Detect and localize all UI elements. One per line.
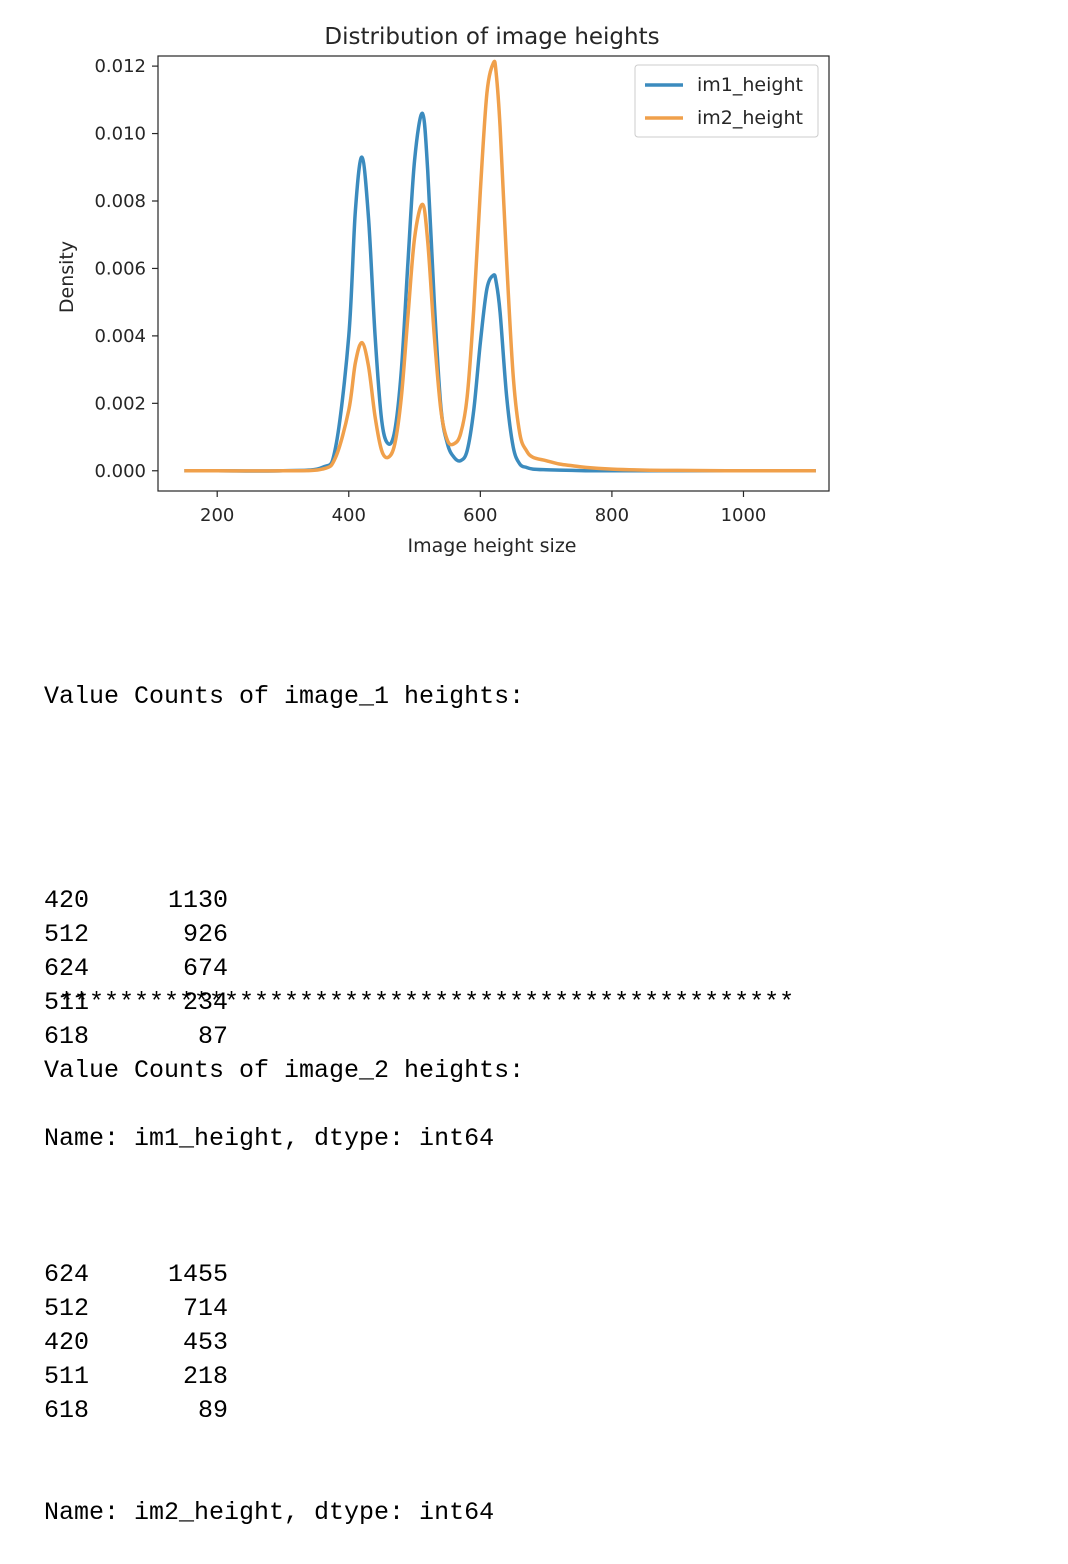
y-tick-label: 0.006 [94,258,146,279]
height-value: 624 [44,1260,90,1289]
chart-legend: im1_height im2_height [634,64,819,138]
height-value: 624 [44,954,90,983]
height-value: 512 [44,920,90,949]
im1-output: Value Counts of image_1 heights: 420 1130… [44,612,524,1190]
height-count: 218 [182,1362,228,1391]
im1-count-row: 618 87 [44,1020,524,1054]
plot-frame [157,55,830,492]
separator-line: ****************************************… [44,988,795,1017]
height-value: 420 [44,1328,90,1357]
x-tick-label: 1000 [721,505,767,526]
separator-output: ****************************************… [44,918,794,1054]
y-axis-label: Density [56,241,78,313]
series-lines [184,59,816,473]
height-value: 512 [44,1294,90,1323]
blank-line [44,1156,524,1190]
height-count: 674 [182,954,228,983]
chart-title: Distribution of image heights [324,24,659,50]
height-count: 1455 [167,1260,228,1289]
height-count: 87 [197,1022,228,1051]
x-axis-label: Image height size [408,535,577,557]
im2-header: Value Counts of image_2 heights: [44,1056,525,1085]
height-value: 420 [44,886,90,915]
height-count: 453 [182,1328,228,1357]
im2-output: Value Counts of image_2 heights: 624 1455… [44,986,524,1564]
x-tick-label: 600 [463,505,497,526]
im2-count-row: 512 714 [44,1292,524,1326]
height-value: 618 [44,1396,90,1425]
im2-count-row: 624 1455 [44,1258,524,1292]
x-tick-label: 800 [595,505,629,526]
im1-footer: Name: im1_height, dtype: int64 [44,1124,495,1153]
im1-count-row: 624 674 [44,952,524,986]
legend-label: im2_height [697,107,803,129]
im2-footer: Name: im2_height, dtype: int64 [44,1498,495,1527]
height-value: 511 [44,1362,90,1391]
x-tick-label: 400 [332,505,366,526]
height-value: 511 [44,988,90,1017]
y-tick-label: 0.012 [94,56,146,77]
im1-count-row: 420 1130 [44,884,524,918]
height-count: 234 [182,988,228,1017]
im1-header: Value Counts of image_1 heights: [44,682,525,711]
im2-count-row: 420 453 [44,1326,524,1360]
series-line-im1_height [184,111,816,473]
height-count: 714 [182,1294,228,1323]
height-count: 926 [182,920,228,949]
y-tick-label: 0.008 [94,191,146,212]
y-tick-label: 0.010 [94,124,146,145]
im1-count-row: 512 926 [44,918,524,952]
blank-line [44,782,524,816]
height-count: 89 [197,1396,228,1425]
im2-count-row: 511 218 [44,1360,524,1394]
axis-ticks: 200 400 600 800 1000 0.000 0.002 0.004 0.006 0.00… [94,56,766,526]
x-tick-label: 200 [200,505,234,526]
series-line-im2_height [184,59,816,473]
y-tick-label: 0.000 [94,461,146,482]
height-count: 1130 [167,886,228,915]
im2-counts: 624 1455 512 714 420 453 511 218 618 89 [44,1258,524,1428]
height-value: 618 [44,1022,90,1051]
y-tick-label: 0.002 [94,393,146,414]
im1-counts: 420 1130 512 926 624 674 511 234 618 87 [44,884,524,1054]
legend-label: im1_height [697,74,803,96]
y-tick-label: 0.004 [94,326,146,347]
density-chart: Distribution of image heights 200 400 600 8… [56,24,830,557]
im2-count-row: 618 89 [44,1394,524,1428]
im1-count-row: 511 234 [44,986,524,1020]
